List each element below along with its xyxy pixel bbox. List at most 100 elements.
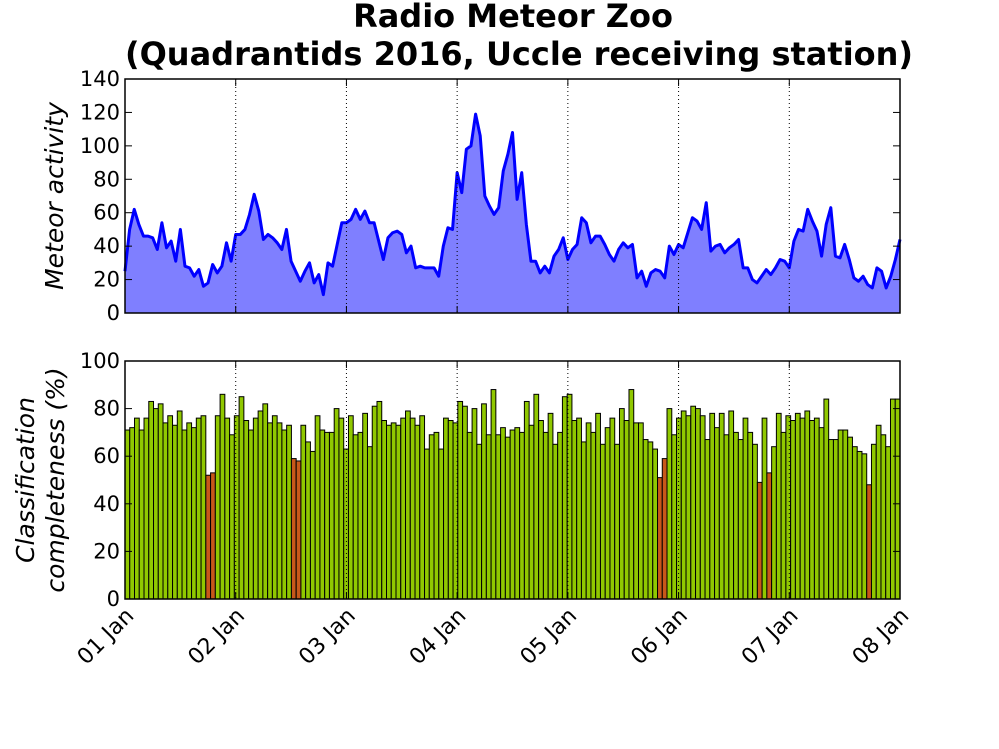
completeness-bar <box>638 422 644 600</box>
completeness-bar <box>885 446 891 600</box>
x-tick-label: 01 Jan <box>73 604 139 670</box>
completeness-bar <box>875 424 882 600</box>
x-tick-label: 03 Jan <box>294 604 360 670</box>
completeness-bar <box>595 412 601 600</box>
completeness-bar <box>457 400 464 600</box>
completeness-bar <box>866 484 872 600</box>
completeness-bar <box>252 417 259 600</box>
completeness-bar <box>571 420 578 600</box>
y-tick-label: 120 <box>80 100 120 124</box>
completeness-bar <box>528 424 535 600</box>
y-tick-label: 60 <box>93 444 120 468</box>
activity-ylabel: Meteor activity <box>40 101 69 290</box>
completeness-bar <box>414 424 421 600</box>
completeness-bar <box>200 415 207 600</box>
completeness-bar <box>509 429 516 600</box>
x-tick-label: 08 Jan <box>848 604 914 670</box>
completeness-bar <box>747 431 754 600</box>
x-tick-label: 07 Jan <box>737 604 803 670</box>
completeness-bar <box>761 417 768 600</box>
completeness-bar <box>652 448 659 600</box>
completeness-bar <box>523 400 530 600</box>
completeness-bar <box>756 481 763 600</box>
completeness-bar <box>286 424 292 600</box>
chart-title-line1: Radio Meteor Zoo <box>353 0 673 35</box>
y-tick-label: 60 <box>93 201 120 225</box>
completeness-bar <box>842 429 849 600</box>
completeness-bar <box>661 458 668 600</box>
completeness-bar <box>195 417 202 600</box>
completeness-bar <box>547 412 554 600</box>
completeness-bar <box>352 434 359 600</box>
completeness-bar <box>699 415 706 600</box>
completeness-bar <box>604 427 611 600</box>
completeness-bar <box>343 448 349 600</box>
completeness-bar <box>233 415 240 600</box>
chart-title-line2: (Quadrantids 2016, Uccle receiving stati… <box>125 35 913 73</box>
completeness-bar <box>851 446 858 600</box>
completeness-bar <box>219 393 226 600</box>
completeness-bar <box>614 443 620 600</box>
meteor-activity-panel: 0 20 40 60 80 100 120 140 Meteor activity <box>40 67 902 325</box>
completeness-bar <box>338 417 345 600</box>
x-tick-label: 05 Jan <box>516 604 582 670</box>
classification-completeness-panel: 0 20 40 60 80 100 Classificationcompleteness (… <box>11 349 901 611</box>
completeness-bar <box>276 422 283 600</box>
completeness-bar <box>552 443 559 600</box>
completeness-bar <box>809 420 815 600</box>
completeness-bar <box>281 429 288 600</box>
completeness-bar <box>557 431 563 600</box>
completeness-bar <box>576 417 582 600</box>
completeness-bar <box>471 408 478 600</box>
completeness-bar <box>167 415 174 600</box>
completeness-bar <box>813 417 820 600</box>
completeness-bar <box>538 420 544 600</box>
completeness-bar <box>162 422 169 600</box>
y-tick-label: 100 <box>80 134 120 158</box>
completeness-bar <box>790 420 796 600</box>
completeness-bar <box>870 443 877 600</box>
completeness-bar <box>328 431 335 600</box>
completeness-bar <box>695 408 701 600</box>
completeness-bar <box>424 448 430 600</box>
completeness-bar <box>347 415 354 600</box>
completeness-bar <box>633 422 639 600</box>
completeness-bar <box>714 427 720 600</box>
completeness-bar <box>290 458 297 600</box>
completeness-bar <box>324 431 330 600</box>
completeness-bar <box>129 427 135 600</box>
completeness-bar <box>832 439 839 600</box>
completeness-bar <box>818 427 825 600</box>
completeness-bar <box>405 410 411 600</box>
completeness-bar <box>752 443 758 600</box>
completeness-bar <box>856 450 863 600</box>
completeness-bar <box>381 420 387 600</box>
completeness-bar <box>561 396 568 600</box>
completeness-bar <box>585 422 592 600</box>
completeness-bar <box>362 412 368 600</box>
completeness-bar <box>366 446 373 600</box>
completeness-bar <box>386 424 392 600</box>
completeness-bar <box>799 417 806 600</box>
completeness-bar <box>314 415 321 600</box>
y-tick-label: 20 <box>93 268 120 292</box>
completeness-bar <box>766 472 773 600</box>
completeness-bar <box>295 460 302 600</box>
completeness-bar <box>642 439 649 600</box>
completeness-bar <box>438 448 445 600</box>
activity-line <box>123 112 902 297</box>
completeness-bar <box>476 443 483 600</box>
completeness-bar <box>181 429 188 600</box>
y-tick-label: 100 <box>80 349 120 373</box>
completeness-bar <box>880 434 887 600</box>
completeness-bar <box>590 431 597 600</box>
completeness-bar <box>889 398 896 600</box>
completeness-bar <box>433 431 440 600</box>
activity-area-fill <box>125 114 900 313</box>
completeness-bar <box>733 431 739 600</box>
completeness-bar <box>409 417 416 600</box>
completeness-bar <box>737 439 744 600</box>
completeness-bar <box>628 389 635 600</box>
completeness-bar <box>680 410 687 600</box>
